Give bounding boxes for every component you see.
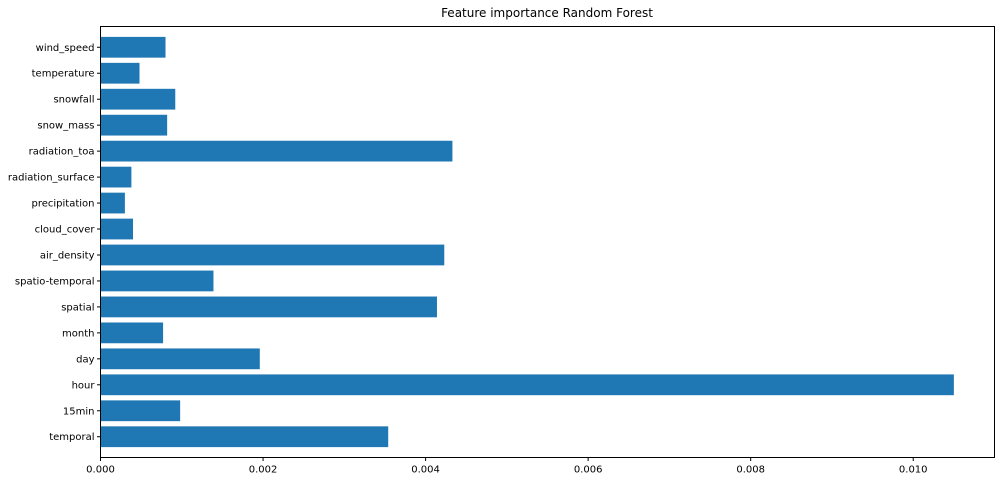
bar-month: [100, 322, 164, 344]
bar-spatial: [100, 296, 437, 318]
bar-precipitation: [100, 192, 125, 214]
y-tick-label-spatial: spatial: [61, 302, 94, 313]
y-tick-label-snow_mass: snow_mass: [37, 121, 94, 132]
y-tick-label-day: day: [76, 354, 94, 365]
y-tick-label-month: month: [62, 328, 94, 339]
bar-radiation_surface: [100, 166, 132, 188]
bar-air_density: [100, 244, 445, 266]
x-axis-ticks: 0.000 0.002 0.004 0.006 0.008 0.010: [86, 457, 928, 476]
y-tick-label-hour: hour: [72, 380, 96, 391]
bar-spatio-temporal: [100, 270, 214, 292]
y-tick-label-radiation_surface: radiation_surface: [8, 173, 95, 184]
bar-15min: [100, 400, 181, 422]
y-tick-label-temporal: temporal: [49, 432, 94, 443]
y-tick-label-cloud_cover: cloud_cover: [35, 225, 96, 236]
bar-snow_mass: [100, 114, 168, 136]
y-tick-label-wind_speed: wind_speed: [36, 43, 95, 54]
chart-title: Feature importance Random Forest: [441, 6, 653, 20]
y-axis-ticks: temporal 15min hour day month spatial spatio-t…: [8, 43, 101, 443]
y-tick-label-air_density: air_density: [40, 250, 95, 261]
axes-frame: [100, 26, 995, 458]
y-tick-label-radiation_toa: radiation_toa: [29, 147, 95, 158]
y-tick-label-precipitation: precipitation: [32, 199, 95, 210]
y-tick-label-temperature: temperature: [32, 69, 95, 80]
x-tick-label: 0.008: [736, 465, 765, 476]
x-tick-label: 0.002: [249, 465, 278, 476]
bar-wind_speed: [100, 36, 166, 58]
bar-snowfall: [100, 88, 176, 110]
x-tick-label: 0.006: [574, 465, 603, 476]
bar-hour: [100, 374, 954, 396]
bar-cloud_cover: [100, 218, 134, 240]
bar-day: [100, 348, 260, 370]
bar-temperature: [100, 62, 140, 84]
x-tick-label: 0.000: [86, 465, 115, 476]
y-tick-label-spatio-temporal: spatio-temporal: [15, 276, 95, 287]
bar-temporal: [100, 426, 389, 448]
bar-radiation_toa: [100, 140, 453, 162]
y-tick-label-15min: 15min: [63, 406, 95, 417]
y-tick-label-snowfall: snowfall: [53, 95, 94, 106]
bars-group: [100, 36, 954, 448]
x-tick-label: 0.004: [411, 465, 440, 476]
x-tick-label: 0.010: [899, 465, 928, 476]
